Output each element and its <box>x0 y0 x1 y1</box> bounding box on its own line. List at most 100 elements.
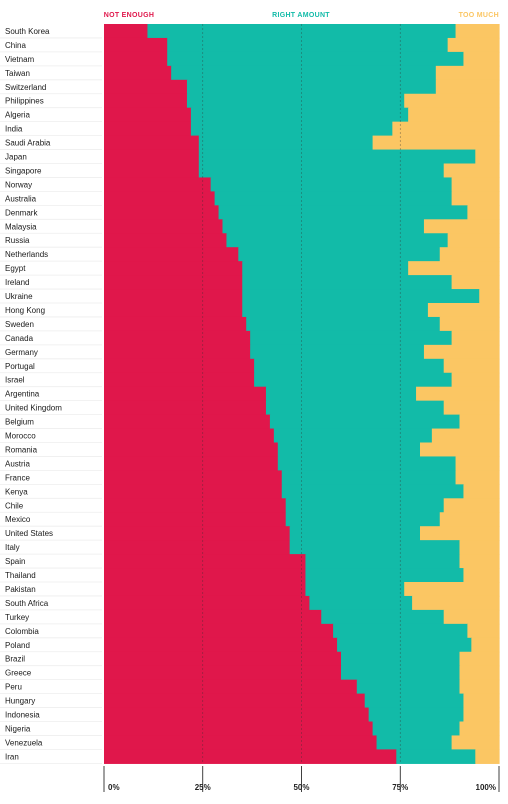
bar-not-enough-pakistan <box>104 582 307 597</box>
bar-not-enough-mexico <box>104 512 287 527</box>
bar-right-amount-austria <box>277 456 457 471</box>
country-label-china: China <box>5 41 26 50</box>
country-label-venezuela: Venezuela <box>5 738 43 747</box>
country-label-ireland: Ireland <box>5 278 29 287</box>
bar-right-amount-norway <box>210 177 453 192</box>
country-label-norway: Norway <box>5 180 32 189</box>
bar-not-enough-belgium <box>104 414 271 430</box>
bar-right-amount-switzerland <box>186 79 437 95</box>
bar-too-much-greece <box>459 665 500 681</box>
bar-too-much-switzerland <box>435 79 500 95</box>
bar-not-enough-nigeria <box>104 721 374 737</box>
country-label-south-korea: South Korea <box>5 27 50 36</box>
bar-right-amount-china <box>167 37 449 53</box>
bar-right-amount-india <box>190 121 393 137</box>
country-label-vietnam: Vietnam <box>5 55 35 64</box>
bar-too-much-venezuela <box>451 735 500 750</box>
bar-right-amount-denmark <box>218 205 468 220</box>
bar-right-amount-israel <box>254 372 453 388</box>
bar-not-enough-india <box>104 121 192 137</box>
bar-not-enough-taiwan <box>104 65 172 81</box>
bar-too-much-united-states <box>420 526 500 541</box>
bar-not-enough-turkey <box>104 609 322 625</box>
country-label-sweden: Sweden <box>5 320 34 329</box>
bar-too-much-indonesia <box>463 707 500 723</box>
bar-right-amount-nigeria <box>372 721 461 737</box>
bar-too-much-china <box>447 37 500 53</box>
bar-too-much-portugal <box>443 358 500 374</box>
bar-not-enough-morocco <box>104 428 275 444</box>
bar-too-much-israel <box>451 372 500 388</box>
bar-not-enough-australia <box>104 191 216 206</box>
country-label-italy: Italy <box>5 543 20 552</box>
bar-too-much-russia <box>447 233 500 248</box>
tick-label-0: 0% <box>108 783 120 792</box>
country-label-netherlands: Netherlands <box>5 250 48 259</box>
country-label-united-kingdom: United Kingdom <box>5 404 62 413</box>
country-label-switzerland: Switzerland <box>5 83 46 92</box>
country-label-chile: Chile <box>5 501 24 510</box>
country-label-united-states: United States <box>5 529 53 538</box>
bar-too-much-romania <box>420 442 500 458</box>
bar-too-much-peru <box>459 679 500 695</box>
bar-too-much-italy <box>459 540 500 555</box>
country-label-iran: Iran <box>5 752 19 761</box>
bar-too-much-india <box>392 121 500 137</box>
country-label-egypt: Egypt <box>5 264 26 273</box>
bar-too-much-sweden <box>439 316 500 332</box>
bar-not-enough-china <box>104 37 168 53</box>
bar-not-enough-ukraine <box>104 289 243 304</box>
bar-right-amount-iran <box>396 749 476 764</box>
bar-too-much-mexico <box>439 512 500 527</box>
bars-layer <box>104 24 500 764</box>
tick-label-25: 25% <box>195 783 211 792</box>
bar-right-amount-netherlands <box>238 247 441 262</box>
bar-not-enough-thailand <box>104 568 307 583</box>
bar-too-much-united-kingdom <box>443 400 500 416</box>
country-label-australia: Australia <box>5 194 37 203</box>
bar-not-enough-spain <box>104 554 307 569</box>
bar-too-much-ukraine <box>479 289 500 304</box>
country-label-france: France <box>5 473 30 482</box>
bar-too-much-japan <box>475 149 500 165</box>
bar-right-amount-saudi-arabia <box>198 135 374 151</box>
bar-right-amount-romania <box>277 442 421 458</box>
x-axis: 0% 25% 50% 75% 100% <box>103 766 500 792</box>
country-label-taiwan: Taiwan <box>5 69 30 78</box>
bar-not-enough-hungary <box>104 693 366 709</box>
bar-too-much-south-africa <box>412 595 500 611</box>
bar-not-enough-philippines <box>104 93 188 109</box>
tick-label-75: 75% <box>392 783 408 792</box>
bar-right-amount-sweden <box>246 316 441 332</box>
bar-right-amount-france <box>281 470 457 485</box>
country-label-belgium: Belgium <box>5 418 34 427</box>
bar-not-enough-hong-kong <box>104 303 243 318</box>
country-label-colombia: Colombia <box>5 627 39 636</box>
legend: NOT ENOUGH RIGHT AMOUNT TOO MUCH <box>104 12 499 19</box>
country-label-hungary: Hungary <box>5 697 35 706</box>
bar-right-amount-portugal <box>254 358 445 374</box>
bar-right-amount-taiwan <box>171 65 437 81</box>
tick-label-50: 50% <box>293 783 309 792</box>
bar-too-much-denmark <box>467 205 500 220</box>
country-label-germany: Germany <box>5 348 38 357</box>
bar-not-enough-united-states <box>104 526 291 541</box>
bar-too-much-philippines <box>404 93 500 109</box>
country-label-philippines: Philippines <box>5 97 44 106</box>
bar-too-much-south-korea <box>455 24 500 39</box>
country-label-poland: Poland <box>5 641 30 650</box>
country-label-hong-kong: Hong Kong <box>5 306 45 315</box>
bar-right-amount-morocco <box>273 428 433 444</box>
bar-not-enough-brazil <box>104 651 342 667</box>
gridlines <box>202 24 401 764</box>
bar-not-enough-greece <box>104 665 342 681</box>
bar-too-much-belgium <box>459 414 500 430</box>
bar-right-amount-algeria <box>190 107 409 123</box>
bar-right-amount-south-africa <box>309 595 413 611</box>
bar-too-much-poland <box>471 637 500 653</box>
bar-not-enough-south-africa <box>104 595 310 611</box>
bar-right-amount-singapore <box>198 163 445 179</box>
bar-too-much-australia <box>451 191 500 206</box>
bar-not-enough-norway <box>104 177 212 192</box>
